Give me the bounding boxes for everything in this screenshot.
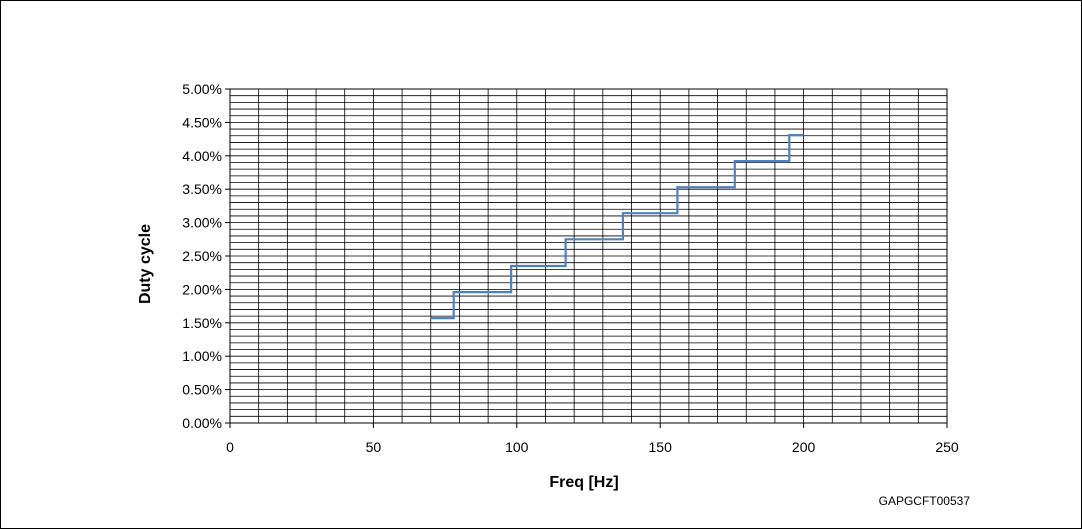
grid <box>230 89 947 423</box>
x-tick-label: 250 <box>935 439 959 455</box>
x-tick-label: 200 <box>792 439 816 455</box>
x-tick-label: 0 <box>226 439 234 455</box>
y-tick-label: 0.00% <box>182 415 222 431</box>
y-tick-label: 5.00% <box>182 81 222 97</box>
series-line <box>430 134 804 320</box>
axis-ticks: 0.00% 0.50% 1.00% 1.50% 2.00% 2.50% 3.00% 3.50%… <box>182 81 959 455</box>
y-tick-label: 3.50% <box>182 181 222 197</box>
x-tick-label: 150 <box>649 439 673 455</box>
y-tick-label: 3.00% <box>182 215 222 231</box>
x-tick-label: 100 <box>505 439 529 455</box>
x-axis-title: Freq [Hz] <box>549 474 618 491</box>
y-tick-label: 2.50% <box>182 248 222 264</box>
series-layer <box>430 134 804 320</box>
y-tick-label: 4.50% <box>182 114 222 130</box>
y-tick-label: 1.50% <box>182 315 222 331</box>
figure-code: GAPGCFT00537 <box>879 494 971 508</box>
y-tick-label: 4.00% <box>182 148 222 164</box>
y-tick-label: 2.00% <box>182 281 222 297</box>
y-axis-title: Duty cycle <box>137 224 154 304</box>
y-tick-label: 0.50% <box>182 382 222 398</box>
y-tick-label: 1.00% <box>182 348 222 364</box>
x-tick-label: 50 <box>366 439 382 455</box>
